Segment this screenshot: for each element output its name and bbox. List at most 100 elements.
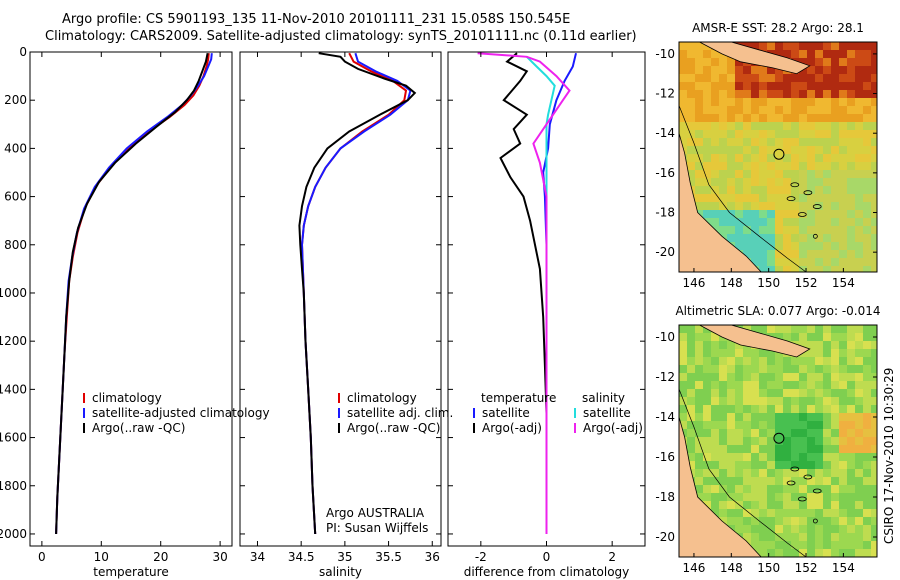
map-cell — [783, 429, 791, 437]
reef-contour — [679, 105, 807, 272]
map-cell — [791, 130, 799, 138]
map-x-tick-label: 148 — [720, 276, 743, 290]
map-cell — [783, 162, 791, 170]
map-cell — [767, 525, 775, 533]
map-cell — [743, 74, 751, 82]
map-cell — [783, 485, 791, 493]
map-cell — [831, 138, 839, 146]
map-cell — [711, 98, 719, 106]
map-cell — [871, 541, 877, 549]
map-cell — [679, 122, 687, 130]
x-tick-label: 0 — [543, 550, 551, 564]
map-cell — [703, 413, 711, 421]
map-cell — [823, 114, 831, 122]
map-cell — [735, 202, 743, 210]
map-cell — [743, 525, 751, 533]
map-cell — [751, 405, 759, 413]
map-cell — [839, 162, 847, 170]
reef-island — [797, 212, 807, 217]
map-cell — [775, 162, 783, 170]
map-cell — [839, 154, 847, 162]
map-cell — [703, 186, 711, 194]
map-cell — [751, 485, 759, 493]
salinity-axes-box — [239, 51, 442, 547]
map-cell — [855, 130, 863, 138]
map-cell — [863, 365, 871, 373]
map-cell — [791, 74, 799, 82]
map-cell — [775, 501, 783, 509]
map-cell — [783, 373, 791, 381]
map-cell — [679, 98, 687, 106]
map-cell — [727, 405, 735, 413]
reef-island — [790, 182, 800, 188]
map-cell — [759, 373, 767, 381]
map-cell — [839, 357, 847, 365]
map-cell — [711, 82, 719, 90]
map-cell — [791, 541, 799, 549]
sst-map-frame — [678, 41, 878, 273]
map-cell — [855, 106, 863, 114]
map-cell — [831, 202, 839, 210]
map-cell — [679, 333, 687, 341]
map-cell — [767, 477, 775, 485]
map-cell — [807, 453, 815, 461]
series-line-salinity-2 — [298, 52, 417, 535]
map-cell — [791, 525, 799, 533]
map-cell — [743, 82, 751, 90]
map-cell — [711, 373, 719, 381]
map-cell — [847, 445, 855, 453]
sst-map-argo-marker — [773, 148, 785, 160]
map-cell — [799, 437, 807, 445]
map-cell — [751, 178, 759, 186]
map-cell — [767, 325, 775, 333]
map-cell — [679, 114, 687, 122]
map-cell — [679, 413, 687, 421]
map-cell — [719, 138, 727, 146]
map-cell — [823, 186, 831, 194]
map-cell — [823, 373, 831, 381]
map-cell — [775, 549, 783, 557]
map-x-tick-label: 152 — [795, 276, 818, 290]
map-cell — [871, 210, 877, 218]
map-cell — [807, 397, 815, 405]
map-cell — [855, 170, 863, 178]
map-cell — [711, 218, 719, 226]
map-cell — [727, 453, 735, 461]
map-cell — [807, 349, 815, 357]
map-cell — [839, 74, 847, 82]
map-cell — [863, 74, 871, 82]
map-cell — [687, 405, 695, 413]
map-cell — [831, 397, 839, 405]
map-cell — [807, 130, 815, 138]
map-cell — [727, 341, 735, 349]
map-cell — [815, 210, 823, 218]
y-tick-label: 1000 — [0, 286, 27, 300]
map-cell — [799, 178, 807, 186]
map-cell — [743, 413, 751, 421]
map-cell — [775, 445, 783, 453]
map-cell — [807, 517, 815, 525]
map-cell — [863, 146, 871, 154]
map-cell — [807, 146, 815, 154]
map-cell — [823, 549, 831, 557]
map-cell — [823, 66, 831, 74]
map-cell — [783, 413, 791, 421]
map-cell — [735, 130, 743, 138]
map-cell — [783, 501, 791, 509]
map-cell — [847, 325, 855, 333]
map-cell — [759, 210, 767, 218]
map-cell — [711, 509, 719, 517]
map-cell — [783, 74, 791, 82]
map-cell — [695, 485, 703, 493]
map-cell — [727, 445, 735, 453]
map-cell — [751, 162, 759, 170]
map-cell — [711, 130, 719, 138]
map-cell — [847, 413, 855, 421]
map-cell — [823, 349, 831, 357]
map-cell — [799, 477, 807, 485]
map-cell — [735, 210, 743, 218]
y-tick-label: 800 — [4, 238, 27, 252]
map-cell — [703, 114, 711, 122]
map-cell — [719, 202, 727, 210]
map-cell — [791, 453, 799, 461]
